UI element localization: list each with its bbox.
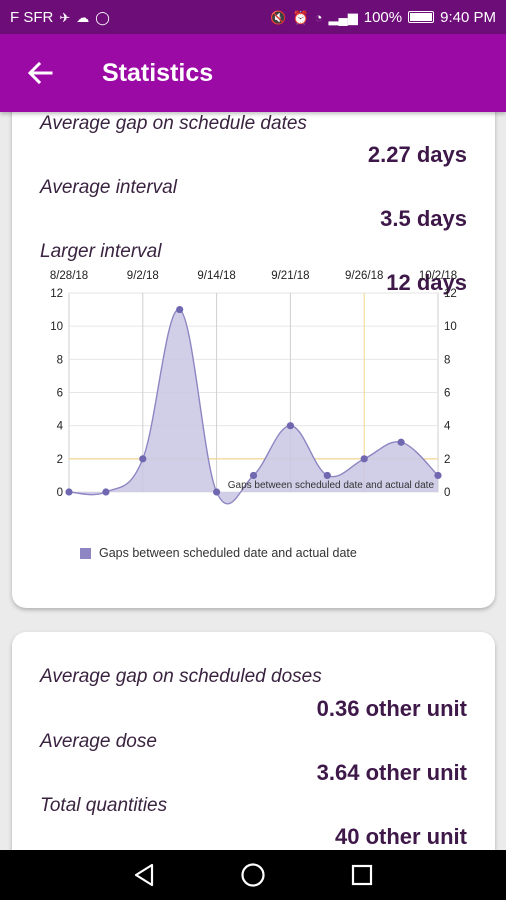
y-tick-label-left: 4 <box>57 421 64 433</box>
y-tick-label-left: 6 <box>57 388 63 400</box>
inline-series-label: Gaps between scheduled date and actual d… <box>228 480 435 491</box>
stat-value-total-quantities: 40 other unit <box>334 824 467 849</box>
cloud-icon: ☁ <box>76 9 90 25</box>
home-icon <box>241 863 265 887</box>
alarm-icon: ⏰ <box>292 9 309 25</box>
clock: 9:40 PM <box>440 8 496 26</box>
x-tick-label: 9/26/18 <box>345 270 383 282</box>
series-area <box>69 309 438 504</box>
sync-icon: ◯ <box>95 9 110 25</box>
data-point <box>65 488 73 496</box>
content-scroll[interactable]: Average gap on schedule dates 2.27 days … <box>0 112 506 850</box>
data-point <box>434 471 442 480</box>
y-tick-label-right: 2 <box>444 454 450 466</box>
signal-icon: ▂▄▆ <box>328 9 358 25</box>
data-point <box>249 471 258 480</box>
mute-icon: 🔇 <box>270 9 287 25</box>
y-tick-label-left: 10 <box>50 321 63 333</box>
dose-stats-card: Average gap on scheduled doses 0.36 othe… <box>12 632 495 850</box>
data-point <box>176 305 184 314</box>
x-tick-label: 9/14/18 <box>197 270 235 282</box>
stat-value-avg-gap-dates: 2.27 days <box>367 142 467 167</box>
nav-back-button[interactable] <box>124 855 164 895</box>
data-point <box>139 455 147 463</box>
stat-label-avg-gap-doses: Average gap on scheduled doses <box>40 666 322 687</box>
battery-icon <box>408 11 435 23</box>
carrier-label: F SFR <box>10 8 54 26</box>
stat-label-avg-dose: Average dose <box>40 731 157 752</box>
legend-swatch <box>80 547 91 559</box>
stat-label-avg-interval: Average interval <box>40 177 177 198</box>
y-tick-label-left: 2 <box>57 454 63 466</box>
nav-home-button[interactable] <box>233 855 273 895</box>
data-point <box>102 488 110 496</box>
battery-percent: 100% <box>363 8 403 26</box>
navigation-bar <box>0 850 506 900</box>
data-point <box>360 455 368 463</box>
date-stats-card: Average gap on schedule dates 2.27 days … <box>12 112 495 608</box>
airplane-icon: ✈ <box>59 9 71 25</box>
x-tick-label: 9/21/18 <box>271 270 309 282</box>
page-title: Statistics <box>102 58 214 87</box>
y-tick-label-left: 12 <box>50 288 63 300</box>
stat-label-avg-gap-dates: Average gap on schedule dates <box>40 113 307 134</box>
status-right: 🔇 ⏰ ◔ ▂▄▆ 100% 9:40 PM <box>270 9 496 26</box>
nav-recents-button[interactable] <box>342 855 382 895</box>
y-tick-label-right: 0 <box>444 487 450 499</box>
x-tick-label: 9/2/18 <box>127 270 159 282</box>
y-tick-label-right: 8 <box>444 354 450 366</box>
data-point <box>286 422 294 430</box>
gap-chart[interactable]: 0 0 2 2 4 4 6 6 8 8 10 10 12 12 8/28/18 9/2/18 9/14/18 9/… <box>12 257 495 557</box>
stat-value-avg-dose: 3.64 other unit <box>316 760 467 785</box>
y-tick-label-left: 8 <box>57 354 63 366</box>
wifi-icon: ◔ <box>314 9 323 25</box>
legend-label: Gaps between scheduled date and actual d… <box>99 546 357 560</box>
status-left: F SFR ✈ ☁ ◯ <box>10 9 110 26</box>
stat-value-avg-interval: 3.5 days <box>380 206 467 231</box>
app-bar: Statistics <box>0 34 506 112</box>
y-tick-label-right: 12 <box>444 288 457 300</box>
y-tick-label-left: 0 <box>57 487 63 499</box>
recents-icon <box>351 864 372 886</box>
data-point <box>397 438 405 446</box>
y-tick-label-right: 10 <box>444 321 457 333</box>
chart-legend: Gaps between scheduled date and actual d… <box>80 546 357 560</box>
data-point <box>213 488 221 496</box>
y-tick-label-right: 4 <box>444 421 451 433</box>
stat-label-total-quantities: Total quantities <box>40 795 168 816</box>
status-bar: F SFR ✈ ☁ ◯ 🔇 ⏰ ◔ ▂▄▆ 100% 9:40 PM <box>0 0 506 34</box>
data-point <box>323 471 331 480</box>
back-icon <box>135 863 154 887</box>
stat-value-avg-gap-doses: 0.36 other unit <box>316 696 467 721</box>
x-tick-label: 10/2/18 <box>419 270 457 282</box>
back-button[interactable] <box>0 34 80 112</box>
y-tick-label-right: 6 <box>444 388 450 400</box>
arrow-left-icon <box>27 62 53 84</box>
stat-value-larger-interval: 12 days <box>386 270 467 295</box>
x-tick-label: 8/28/18 <box>50 270 88 282</box>
stat-label-larger-interval: Larger interval <box>40 241 162 262</box>
